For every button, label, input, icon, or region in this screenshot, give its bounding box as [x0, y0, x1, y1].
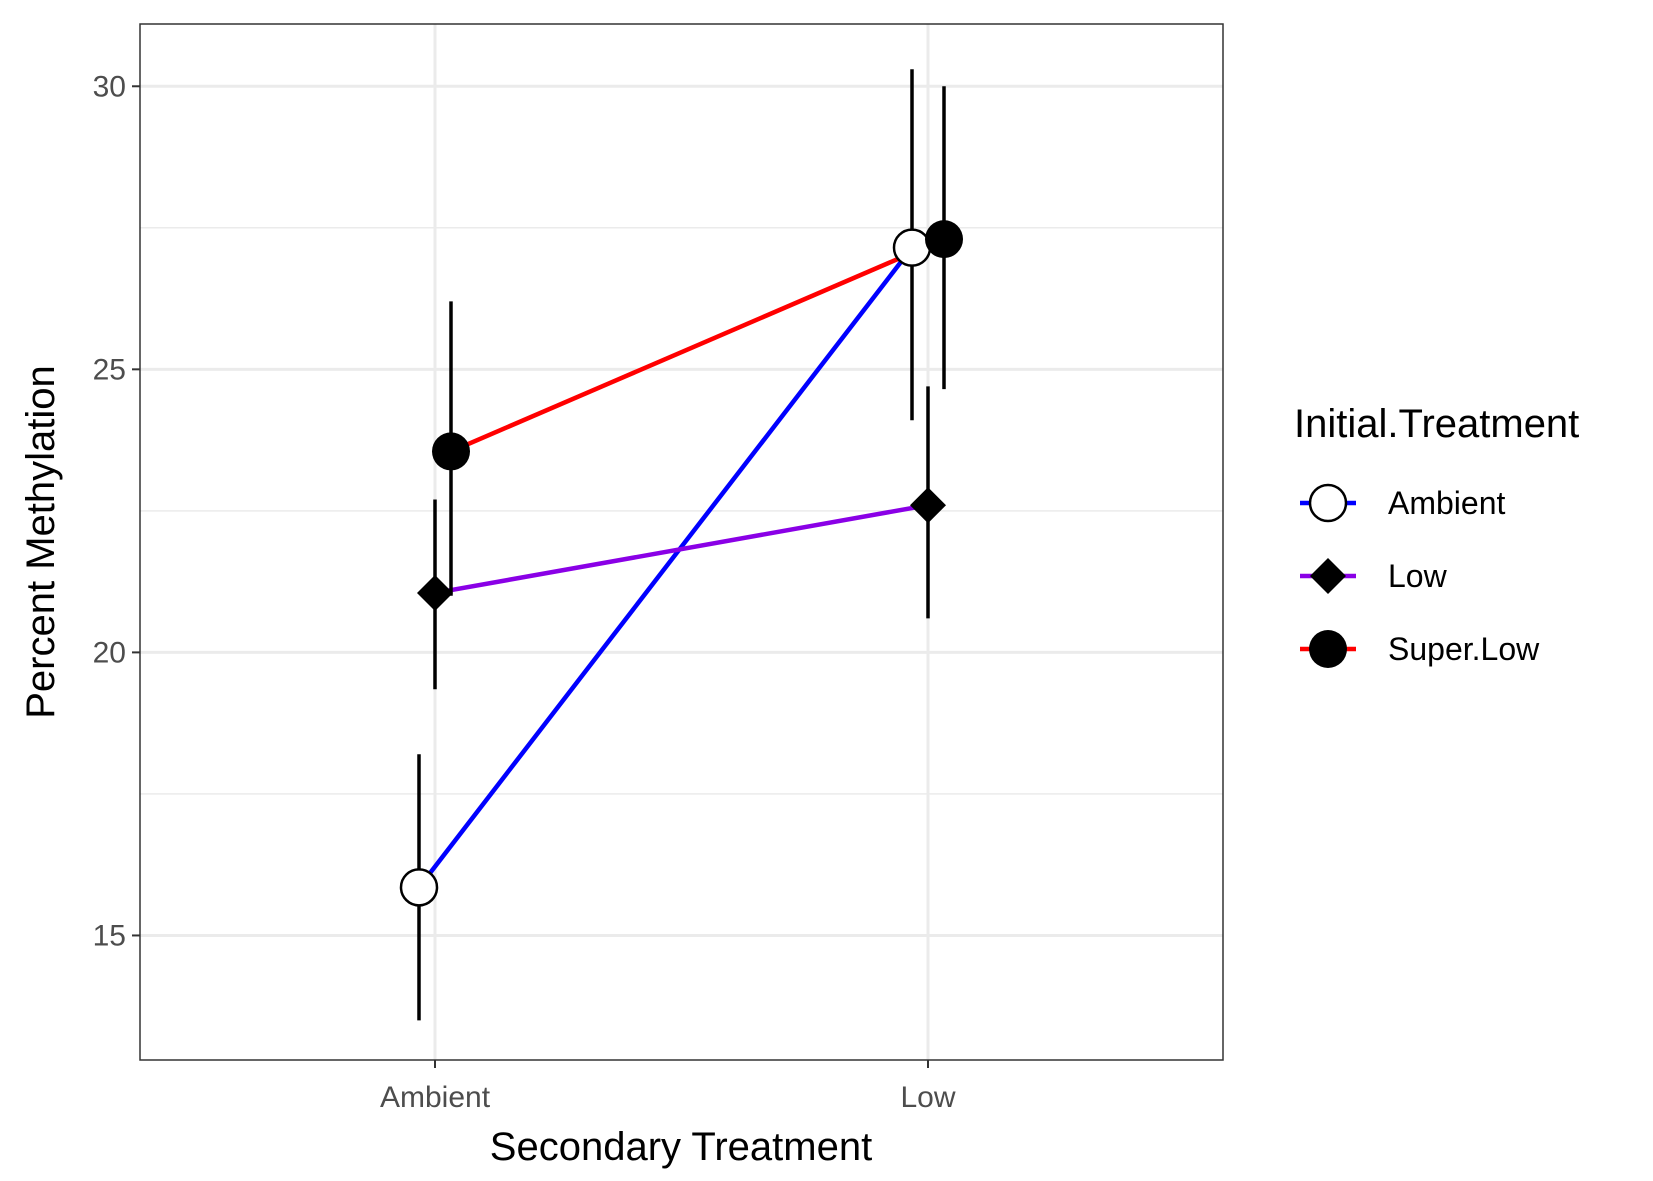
plot-background: [140, 24, 1223, 1060]
series-lines: [417, 237, 945, 889]
data-point: [910, 487, 946, 524]
data-point: [432, 432, 470, 471]
data-point: [892, 228, 932, 267]
x-tick-label: Low: [900, 1081, 955, 1114]
series-line: [450, 237, 945, 454]
legend-title: Initial.Treatment: [1294, 402, 1579, 446]
series-line: [417, 246, 914, 889]
data-point: [417, 574, 453, 611]
plot-border: [139, 23, 1224, 1061]
x-axis: Ambient Low: [380, 1060, 956, 1114]
legend-key-marker: [1310, 558, 1346, 594]
series-line: [434, 502, 929, 596]
legend-key-marker: [1309, 630, 1347, 668]
legend-key-marker: [1308, 483, 1348, 523]
legend-label: Low: [1388, 558, 1448, 594]
legend-label: Super.Low: [1388, 631, 1540, 667]
data-point: [399, 868, 439, 907]
y-tick-label: 30: [93, 70, 126, 103]
legend: Initial.Treatment Ambient Low Super.Low: [1294, 402, 1579, 668]
x-tick-label: Ambient: [380, 1081, 491, 1114]
y-tick-label: 15: [93, 919, 126, 952]
legend-label: Ambient: [1388, 485, 1506, 521]
x-axis-title: Secondary Treatment: [490, 1125, 872, 1169]
y-tick-label: 20: [93, 636, 126, 669]
y-axis: 15 20 25 30: [93, 70, 140, 952]
y-axis-title: Percent Methylation: [19, 365, 63, 719]
data-point: [925, 220, 963, 259]
data-points: [399, 220, 963, 907]
y-tick-label: 25: [93, 353, 126, 386]
